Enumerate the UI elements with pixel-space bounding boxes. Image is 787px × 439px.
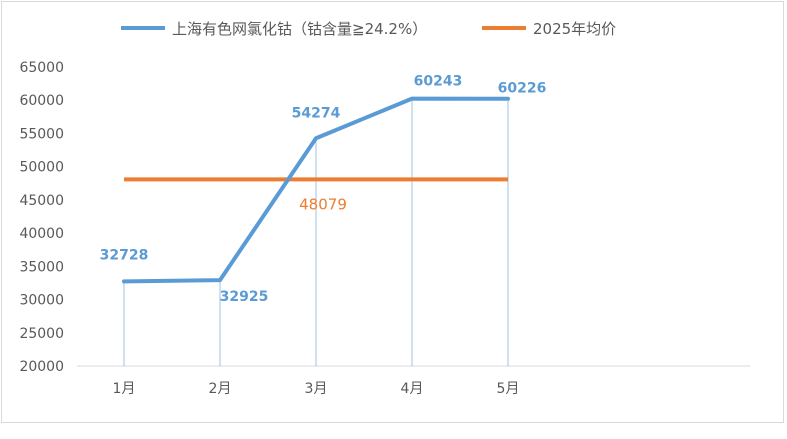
data-label-cobalt-chloride: 32728 [100,247,149,263]
y-axis: 20000 25000 30000 35000 40000 45000 50000 55000… [19,60,64,375]
y-tick-label: 45000 [19,193,64,209]
y-tick-label: 40000 [19,226,64,242]
y-tick-label: 55000 [19,126,64,142]
x-tick-label: 1月 [113,381,136,397]
x-tick-label: 5月 [497,381,520,397]
y-tick-label: 65000 [19,60,64,76]
series-line-cobalt-chloride [122,96,510,284]
chart-frame [1,1,784,423]
drop-lines [123,98,509,366]
legend-label-annual-average: 2025年均价 [533,20,616,38]
data-label-cobalt-chloride: 54274 [292,105,341,121]
data-labels: 32728 32925 54274 60243 60226 48079 [100,74,547,306]
legend-label-cobalt-chloride: 上海有色网氯化钴（钴含量≧24.2%） [172,20,427,38]
data-label-cobalt-chloride: 60226 [498,81,547,97]
data-label-annual-average: 48079 [299,195,347,213]
y-tick-label: 25000 [19,326,64,342]
y-tick-label: 35000 [19,259,64,275]
y-tick-label: 60000 [19,93,64,109]
legend: 上海有色网氯化钴（钴含量≧24.2%） 2025年均价 [121,20,616,38]
y-tick-label: 50000 [19,160,64,176]
y-tick-label: 30000 [19,293,64,309]
x-tick-label: 4月 [401,381,424,397]
data-label-cobalt-chloride: 60243 [414,74,463,90]
data-label-cobalt-chloride: 32925 [220,289,269,305]
x-tick-label: 3月 [305,381,328,397]
x-axis: 1月 2月 3月 4月 5月 [113,381,520,397]
series [122,96,510,284]
y-tick-label: 20000 [19,359,64,375]
x-tick-label: 2月 [209,381,232,397]
